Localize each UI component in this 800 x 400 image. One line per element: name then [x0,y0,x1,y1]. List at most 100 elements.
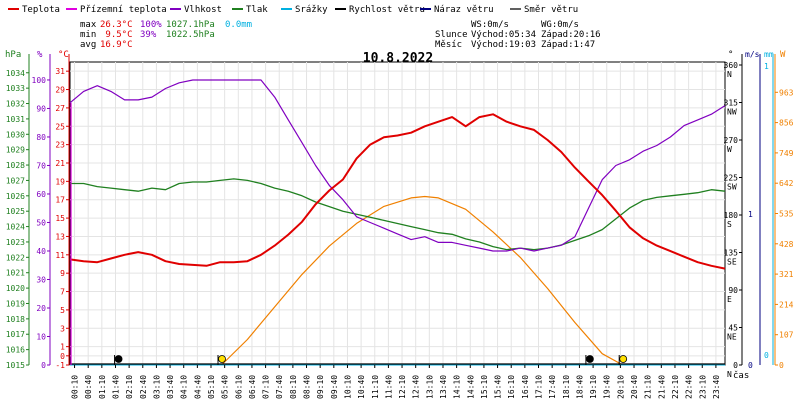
pct-tick-label: 30 [36,275,46,284]
hpa-tick-label: 1017 [6,330,25,339]
stats-sun-rise: Východ:05:34 [471,30,536,40]
dir-tick-degree: 360 [724,61,739,70]
dir-tick-compass: N [727,70,732,79]
hpa-tick-label: 1029 [6,146,25,155]
time-tick-label: 01:40 [111,375,120,399]
series-line-teplota [69,113,726,270]
dir-tick-compass: NE [727,333,737,342]
stats-min-label: min [80,30,96,40]
temp-tick-label: 31 [55,67,65,76]
time-tick-label: 06:10 [234,375,243,399]
legend: Teplota Přízemní teplota Vlhkost Tlak Srážky… [8,5,578,15]
time-tick-label: 15:40 [494,375,503,399]
dir-tick-degree: 0 [733,361,738,370]
pct-tick-label: 90 [36,104,46,113]
temp-tick-label: 3 [60,324,65,333]
time-tick-label: 23:40 [712,375,721,399]
time-tick-label: 19:10 [589,375,598,399]
x-axis-title: čas [733,370,749,381]
hpa-axis-title: hPa [5,50,21,60]
time-tick-label: 21:40 [657,375,666,399]
sun-set-icon [619,355,628,363]
stats-avg-label: avg [80,40,96,50]
dir-tick-degree: 180 [724,211,739,220]
time-tick-label: 19:40 [603,375,612,399]
dir-tick-degree: 45 [728,324,738,333]
ms-tick-label: 1 [748,210,753,219]
w-tick-label: 0 [779,361,784,370]
temp-tick-label: 29 [55,86,65,95]
time-tick-label: 09:10 [316,375,325,399]
pct-tick-label: 50 [36,218,46,227]
hpa-tick-label: 1024 [6,223,25,232]
w-tick-label: 321 [779,270,794,279]
time-tick-label: 08:10 [289,375,298,399]
stats-max-rain: 0.0mm [225,20,252,30]
stats-min-temp: 9.5°C [100,30,133,40]
legend-label: Přízemní teplota [80,5,167,15]
time-tick-label: 10:10 [343,375,352,399]
legend-label: Vlhkost [184,5,222,15]
time-tick-label: 14:10 [453,375,462,399]
pct-tick-label: 60 [36,190,46,199]
mm-tick-label: 1 [764,62,769,71]
time-tick-label: 13:10 [425,375,434,399]
stats-block: max 26.3°C 100% 1027.1hPa 0.0mm min 9.5°… [80,20,601,50]
hpa-tick-label: 1031 [6,115,25,124]
stats-moon-set: Západ:1:47 [541,40,595,50]
dir-tick-degree: 90 [728,286,738,295]
time-tick-label: 03:10 [152,375,161,399]
hpa-tick-label: 1025 [6,207,25,216]
temp-tick-label: 17 [55,196,65,205]
hpa-tick-label: 1028 [6,161,25,170]
w-tick-label: 642 [779,179,794,188]
temp-tick-label: 15 [55,214,65,223]
hpa-tick-label: 1021 [6,269,25,278]
stats-max-temp: 26.3°C [100,20,133,30]
w-tick-label: 535 [779,210,794,219]
pct-tick-label: 70 [36,161,46,170]
w-axis-title: W [780,50,786,60]
w-tick-label: 963 [779,88,794,97]
time-tick-label: 20:10 [616,375,625,399]
hpa-tick-label: 1018 [6,315,25,324]
temp-axis-title: °C [58,50,69,60]
time-tick-label: 11:10 [371,375,380,399]
time-tick-label: 09:40 [330,375,339,399]
time-tick-label: 02:40 [139,375,148,399]
pct-tick-label: 100 [32,76,47,85]
time-tick-label: 05:40 [221,375,230,399]
legend-label: Srážky [295,5,328,15]
pct-tick-label: 80 [36,133,46,142]
dir-tick-compass: E [727,295,732,304]
time-tick-label: 01:10 [98,375,107,399]
stats-min-pres: 1022.5hPa [166,30,215,40]
stats-avg-temp: 16.9°C [100,40,133,50]
time-tick-label: 21:10 [644,375,653,399]
series-line-slune-n-z-en- [221,195,623,366]
time-tick-label: 16:40 [521,375,530,399]
time-tick-label: 00:10 [71,375,80,399]
dir-tick-degree: 315 [724,99,739,108]
temp-tick-label: 9 [60,269,65,278]
hpa-tick-label: 1023 [6,238,25,247]
stats-max-pres: 1027.1hPa [166,20,215,30]
stats-moon-rise: Východ:19:03 [471,40,536,50]
time-tick-label: 20:40 [630,375,639,399]
ms-tick-label: 0 [748,361,753,370]
dir-tick-compass: W [727,145,732,154]
time-tick-label: 00:40 [84,375,93,399]
plot-area [69,61,726,366]
w-tick-label: 107 [779,331,794,340]
dir-axis-title: ° [728,50,733,60]
mm-axis-title: mm [764,50,774,59]
stats-sun-label: Slunce [435,30,468,40]
time-tick-label: 17:10 [535,375,544,399]
temp-tick-label: 0 [60,352,65,361]
time-tick-label: 22:40 [685,375,694,399]
ms-axis-title: m/s [745,50,760,59]
stats-min-hum: 39% [140,30,157,40]
temp-tick-label: 25 [55,122,65,131]
markers-layer [114,355,628,365]
